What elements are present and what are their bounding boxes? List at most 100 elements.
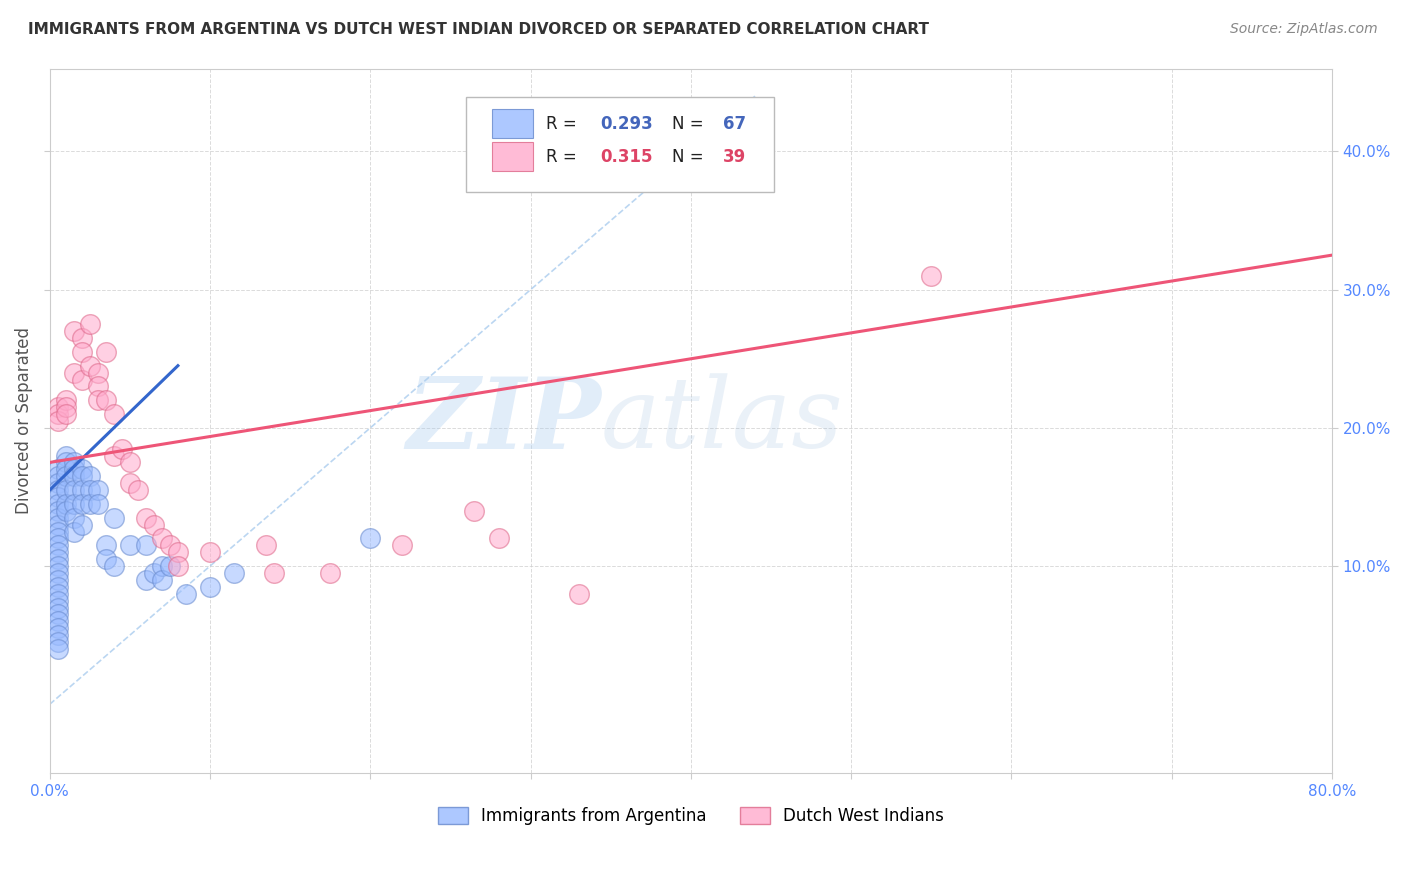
- Point: [46, 566, 69, 580]
- Text: 39: 39: [723, 148, 747, 166]
- Point: [79, 359, 101, 373]
- Point: [46, 476, 69, 491]
- Point: [87, 483, 110, 497]
- Text: R =: R =: [546, 148, 582, 166]
- Point: [62, 524, 84, 539]
- Point: [70, 497, 93, 511]
- Point: [94, 538, 117, 552]
- Point: [62, 497, 84, 511]
- Point: [62, 462, 84, 476]
- Text: N =: N =: [672, 148, 709, 166]
- Point: [135, 538, 157, 552]
- Point: [568, 587, 591, 601]
- Point: [70, 469, 93, 483]
- Point: [46, 635, 69, 649]
- Point: [46, 407, 69, 421]
- Point: [55, 469, 77, 483]
- Point: [62, 455, 84, 469]
- Point: [46, 559, 69, 574]
- Point: [463, 504, 485, 518]
- Point: [55, 497, 77, 511]
- Point: [94, 344, 117, 359]
- Point: [174, 587, 197, 601]
- Point: [62, 366, 84, 380]
- Point: [254, 538, 277, 552]
- FancyBboxPatch shape: [492, 142, 533, 171]
- Point: [46, 462, 69, 476]
- Point: [46, 573, 69, 587]
- Point: [62, 510, 84, 524]
- Point: [46, 504, 69, 518]
- Point: [103, 449, 125, 463]
- Point: [94, 393, 117, 408]
- Point: [87, 366, 110, 380]
- Point: [319, 566, 342, 580]
- Point: [62, 469, 84, 483]
- Point: [46, 600, 69, 615]
- Point: [70, 462, 93, 476]
- Point: [167, 559, 190, 574]
- Text: Source: ZipAtlas.com: Source: ZipAtlas.com: [1230, 22, 1378, 37]
- Point: [198, 580, 221, 594]
- Point: [150, 559, 173, 574]
- Point: [46, 615, 69, 629]
- Point: [87, 497, 110, 511]
- Point: [46, 490, 69, 504]
- Point: [46, 552, 69, 566]
- FancyBboxPatch shape: [492, 109, 533, 138]
- Point: [118, 476, 141, 491]
- Point: [55, 462, 77, 476]
- Point: [391, 538, 413, 552]
- Point: [359, 532, 381, 546]
- Text: 0.315: 0.315: [600, 148, 652, 166]
- Point: [46, 483, 69, 497]
- Point: [263, 566, 285, 580]
- Text: N =: N =: [672, 114, 709, 133]
- Point: [55, 455, 77, 469]
- Point: [118, 538, 141, 552]
- Point: [55, 504, 77, 518]
- Y-axis label: Divorced or Separated: Divorced or Separated: [15, 327, 32, 515]
- Point: [79, 483, 101, 497]
- Text: ZIP: ZIP: [406, 373, 602, 469]
- Point: [46, 545, 69, 559]
- Point: [55, 400, 77, 414]
- Point: [159, 559, 181, 574]
- Point: [70, 517, 93, 532]
- Point: [111, 442, 134, 456]
- Text: 0.293: 0.293: [600, 114, 652, 133]
- Point: [87, 393, 110, 408]
- Point: [46, 538, 69, 552]
- Point: [46, 414, 69, 428]
- Point: [135, 510, 157, 524]
- Point: [79, 317, 101, 331]
- Point: [198, 545, 221, 559]
- Point: [103, 407, 125, 421]
- Point: [103, 559, 125, 574]
- Text: atlas: atlas: [602, 374, 844, 468]
- Point: [46, 532, 69, 546]
- Text: IMMIGRANTS FROM ARGENTINA VS DUTCH WEST INDIAN DIVORCED OR SEPARATED CORRELATION: IMMIGRANTS FROM ARGENTINA VS DUTCH WEST …: [28, 22, 929, 37]
- Point: [150, 573, 173, 587]
- Point: [167, 545, 190, 559]
- Text: R =: R =: [546, 114, 582, 133]
- Point: [46, 593, 69, 607]
- Text: 67: 67: [723, 114, 747, 133]
- Point: [46, 628, 69, 642]
- Point: [94, 552, 117, 566]
- Point: [55, 407, 77, 421]
- Point: [46, 607, 69, 622]
- Point: [46, 469, 69, 483]
- Point: [103, 510, 125, 524]
- Point: [79, 469, 101, 483]
- Point: [55, 449, 77, 463]
- Point: [127, 483, 149, 497]
- Point: [70, 331, 93, 345]
- Point: [135, 573, 157, 587]
- Point: [46, 400, 69, 414]
- Point: [62, 483, 84, 497]
- Point: [62, 324, 84, 338]
- Point: [46, 642, 69, 657]
- Point: [150, 532, 173, 546]
- Point: [87, 379, 110, 393]
